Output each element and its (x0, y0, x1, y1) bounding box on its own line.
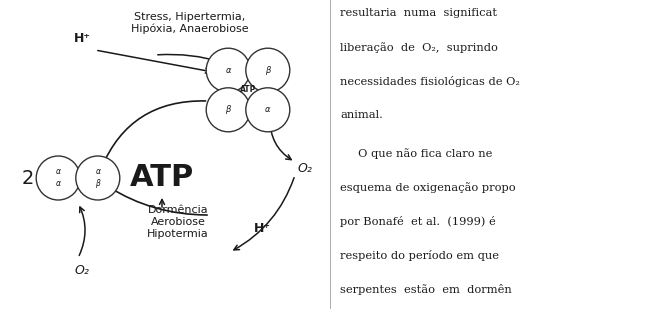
Text: H⁺: H⁺ (73, 32, 90, 44)
Text: por Bonafé  et al.  (1999) é: por Bonafé et al. (1999) é (340, 216, 496, 227)
Text: O₂: O₂ (75, 264, 90, 277)
Text: O que não fica claro ne: O que não fica claro ne (340, 148, 493, 159)
Text: β: β (225, 105, 231, 114)
Text: Stress, Hipertermia,: Stress, Hipertermia, (134, 12, 246, 22)
Text: ATP: ATP (240, 86, 256, 95)
Text: O₂: O₂ (297, 162, 312, 175)
Text: resultaria  numa  significat: resultaria numa significat (340, 8, 497, 18)
Circle shape (246, 88, 290, 132)
Text: β: β (265, 66, 271, 75)
Text: Dormência: Dormência (147, 205, 208, 215)
Text: α: α (225, 66, 231, 75)
Text: Hipotermia: Hipotermia (147, 229, 209, 239)
Text: animal.: animal. (340, 110, 383, 120)
Text: 2: 2 (22, 168, 34, 188)
Text: α: α (56, 167, 61, 176)
Text: serpentes  estão  em  dormên: serpentes estão em dormên (340, 284, 512, 295)
Text: respeito do período em que: respeito do período em que (340, 250, 499, 261)
Text: H⁺: H⁺ (253, 222, 271, 235)
Text: Hipóxia, Anaerobiose: Hipóxia, Anaerobiose (131, 24, 249, 35)
Circle shape (76, 156, 120, 200)
Text: α: α (95, 167, 100, 176)
Circle shape (206, 88, 250, 132)
Text: β: β (96, 180, 100, 188)
Text: Aerobiose: Aerobiose (151, 217, 206, 227)
Text: esquema de oxigenação propo: esquema de oxigenação propo (340, 182, 515, 193)
Circle shape (246, 48, 290, 92)
Text: α: α (265, 105, 271, 114)
Text: liberação  de  O₂,  suprindo: liberação de O₂, suprindo (340, 42, 498, 53)
Text: ATP: ATP (130, 163, 194, 193)
Circle shape (36, 156, 80, 200)
Circle shape (206, 48, 250, 92)
Text: necessidades fisiológicas de O₂: necessidades fisiológicas de O₂ (340, 76, 520, 87)
Text: α: α (56, 180, 61, 188)
